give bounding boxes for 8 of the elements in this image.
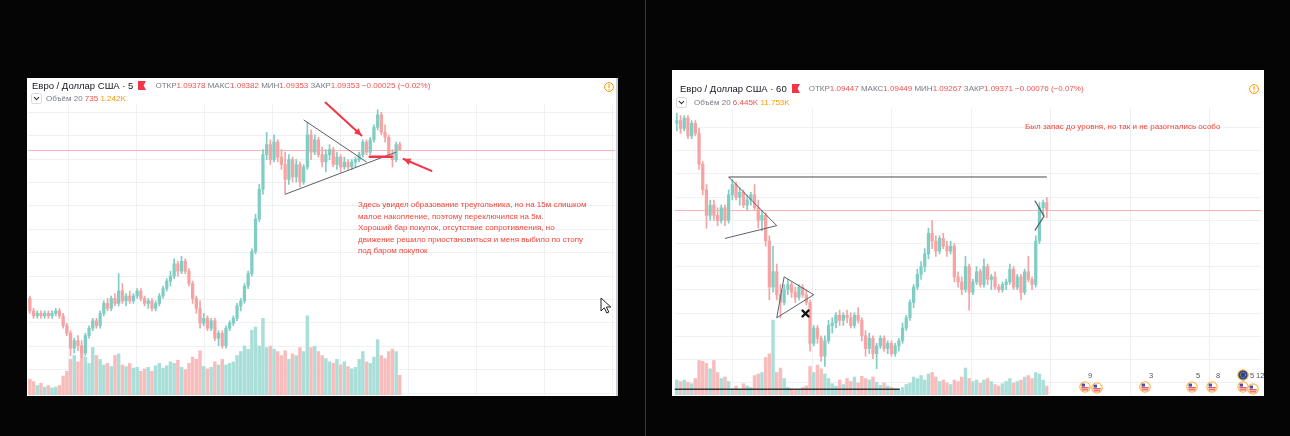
annotation: Был запас до уровня, но так и не разогнались особо <box>1025 121 1221 133</box>
chart-subtitle: ОТКР1.09447 МАКС1.09449 МИН1.09267 ЗАКР1.09371 −0.00076 (−0.07%) <box>808 84 1084 93</box>
chart-title: Евро / Доллар США · 5 <box>32 80 134 91</box>
chart-subtitle: ОТКР1.09378 МАКС1.09382 МИН1.09353 ЗАКР1.09353 −0.00025 (−0.02%) <box>155 81 431 90</box>
chart-title: Объём 20 735 1.242K <box>46 94 126 103</box>
chart-title: Евро / Доллар США · 60 <box>680 83 787 94</box>
chart-title: Объём 20 6.445K 11.753K <box>694 98 790 107</box>
annotation: Здесь увидел образование треугольника, но на 15м слишком малое накопление, поэтому переключился на 5м. Хороший бар покупок, отсутствие сопротивления, но движение решило приостановиться и меня выбило по стопу под баром покупок <box>358 199 587 257</box>
